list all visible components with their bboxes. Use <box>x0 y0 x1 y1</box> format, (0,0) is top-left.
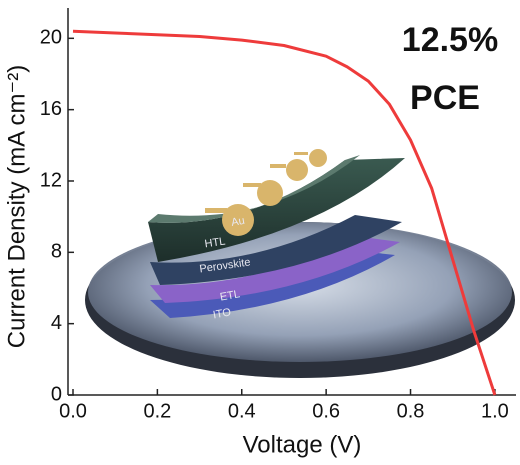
inset-label: HTL <box>204 236 226 251</box>
x-tick-label: 0.4 <box>228 400 256 422</box>
pce-value: 12.5% <box>402 21 498 59</box>
y-axis-title: Current Density (mA cm⁻²) <box>3 65 30 348</box>
inset-label: ITO <box>212 306 232 321</box>
y-tick-label: 12 <box>40 169 62 191</box>
perovskite-layer <box>150 215 402 285</box>
inset-label: Au <box>230 215 245 229</box>
x-tick-label: 0.0 <box>59 400 87 422</box>
y-tick-label: 4 <box>51 312 62 334</box>
htl-top <box>148 155 360 223</box>
pce-label: PCE <box>410 79 480 117</box>
y-tick-label: 16 <box>40 98 62 120</box>
y-tick-label: 20 <box>40 27 62 49</box>
x-tick-label: 0.6 <box>312 400 340 422</box>
x-tick-label: 0.2 <box>143 400 171 422</box>
x-tick-label: 1.0 <box>481 400 509 422</box>
y-tick-label: 0 <box>51 383 62 405</box>
jv-curve <box>72 29 497 396</box>
inset-label: ETL <box>219 288 241 303</box>
y-tick-label: 8 <box>51 241 62 263</box>
htl-layer <box>148 158 405 262</box>
au-contacts <box>205 149 327 236</box>
x-tick-label: 0.8 <box>397 400 425 422</box>
x-axis-title: Voltage (V) <box>243 431 362 458</box>
